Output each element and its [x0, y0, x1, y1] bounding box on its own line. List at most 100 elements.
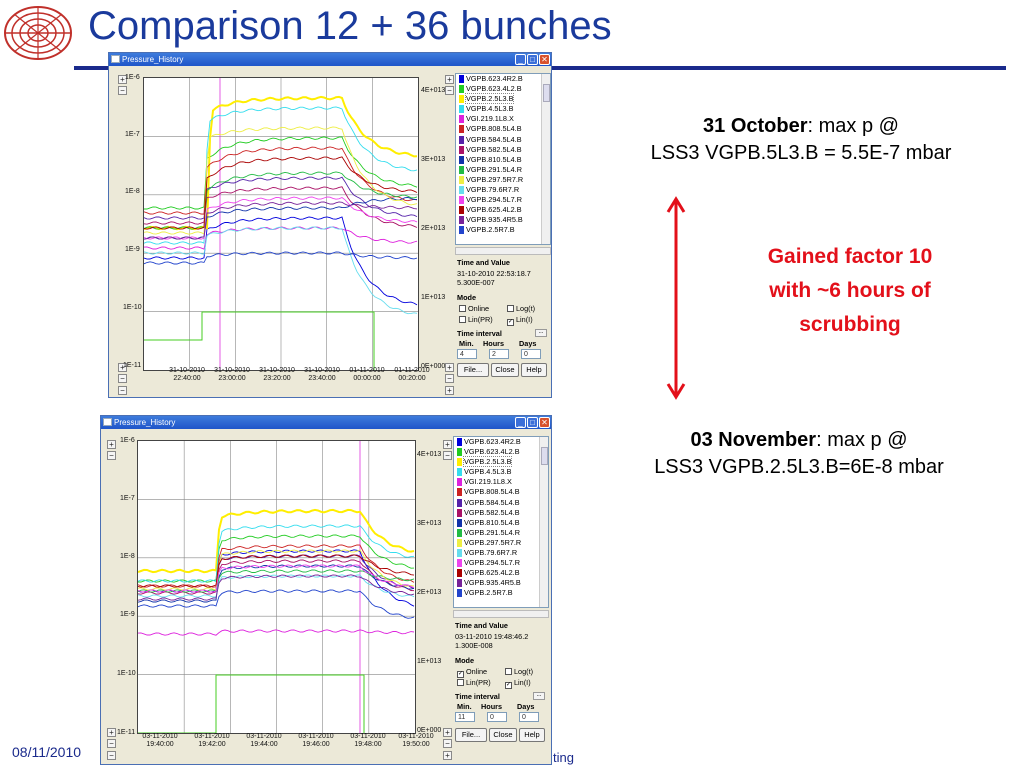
- gauge-list[interactable]: VGPB.623.4R2.B VGPB.623.4L2.B VGPB.2.5L3.B…: [455, 73, 551, 245]
- y-zoom-out-bottom-button[interactable]: −: [107, 739, 116, 748]
- close-button[interactable]: Close: [491, 363, 519, 377]
- y2-zoom-in-bottom-button[interactable]: +: [443, 728, 452, 737]
- gauge-list-item[interactable]: VGI.219.1L8.X: [456, 114, 550, 124]
- gauge-list-item[interactable]: VGPB.623.4R2.B: [454, 437, 548, 447]
- mode-online-checkbox[interactable]: ✓ Online: [457, 667, 488, 678]
- scroll-thumb[interactable]: [541, 447, 548, 465]
- pressure-trace: [138, 564, 415, 593]
- gauge-list-item[interactable]: VGPB.294.5L7.R: [456, 195, 550, 205]
- time-interval-more-button[interactable]: ...: [535, 329, 547, 337]
- gauge-list-item[interactable]: VGPB.2.5L3.B: [456, 93, 550, 105]
- mode-lini-checkbox[interactable]: ✓ Lin(I): [507, 315, 533, 326]
- horizontal-scrollbar[interactable]: [453, 610, 549, 618]
- gauge-list-item[interactable]: VGPB.2.5L3.B: [454, 456, 548, 468]
- gauge-list-item[interactable]: VGPB.584.5L4.B: [456, 135, 550, 145]
- pressure-history-window-oct[interactable]: Pressure_History _ □ ✕ + − + − + − + − 1…: [108, 52, 552, 398]
- gauge-list-item[interactable]: VGPB.935.4R5.B: [454, 578, 548, 588]
- y2-zoom-in-button[interactable]: +: [445, 75, 454, 84]
- gauge-list-item[interactable]: VGPB.810.5L4.B: [456, 155, 550, 165]
- y2-zoom-out-bottom-button[interactable]: −: [445, 374, 454, 383]
- gauge-list[interactable]: VGPB.623.4R2.B VGPB.623.4L2.B VGPB.2.5L3.B…: [453, 436, 549, 608]
- interval-days-spinner[interactable]: 0: [521, 349, 541, 359]
- x-zoom-out-button[interactable]: −: [118, 386, 127, 395]
- gauge-list-item[interactable]: VGPB.2.5R7.B: [454, 588, 548, 598]
- minimize-button[interactable]: _: [515, 54, 526, 65]
- y-zoom-in-bottom-button[interactable]: +: [107, 728, 116, 737]
- window-titlebar[interactable]: Pressure_History _ □ ✕: [109, 53, 551, 66]
- gauge-list-item[interactable]: VGPB.4.5L3.B: [454, 467, 548, 477]
- mode-lini-checkbox[interactable]: ✓ Lin(I): [505, 678, 531, 689]
- y-zoom-in-bottom-button[interactable]: +: [118, 363, 127, 372]
- scroll-thumb[interactable]: [543, 84, 550, 102]
- interval-min-spinner[interactable]: 4: [457, 349, 477, 359]
- horizontal-scrollbar[interactable]: [455, 247, 551, 255]
- gauge-list-item[interactable]: VGPB.584.5L4.B: [454, 498, 548, 508]
- gauge-list-item[interactable]: VGPB.582.5L4.B: [454, 508, 548, 518]
- pressure-plot-area[interactable]: [137, 440, 416, 734]
- interval-hours-spinner[interactable]: 0: [487, 712, 507, 722]
- mode-linpr-checkbox[interactable]: Lin(PR): [459, 315, 493, 324]
- gauge-list-item[interactable]: VGPB.2.5R7.B: [456, 225, 550, 235]
- y-zoom-out-button[interactable]: −: [107, 451, 116, 460]
- gauge-list-item[interactable]: VGPB.297.5R7.R: [454, 538, 548, 548]
- beam-intensity-trace: [144, 311, 375, 370]
- close-window-button[interactable]: ✕: [539, 54, 550, 65]
- help-button[interactable]: Help: [519, 728, 545, 742]
- y2-zoom-out-bottom-button[interactable]: −: [443, 739, 452, 748]
- gauge-list-item[interactable]: VGPB.4.5L3.B: [456, 104, 550, 114]
- window-titlebar[interactable]: Pressure_History _ □ ✕: [101, 416, 551, 429]
- pressure-plot-area[interactable]: [143, 77, 419, 371]
- y-zoom-out-button[interactable]: −: [118, 86, 127, 95]
- gauge-list-item[interactable]: VGPB.808.5L4.B: [454, 487, 548, 497]
- gauge-color-swatch: [459, 135, 464, 144]
- y2-zoom-out-button[interactable]: −: [445, 86, 454, 95]
- gauge-list-item[interactable]: VGPB.297.5R7.R: [456, 175, 550, 185]
- gauge-list-item[interactable]: VGPB.291.5L4.R: [454, 528, 548, 538]
- maximize-button[interactable]: □: [527, 417, 538, 428]
- x-zoom-in-button[interactable]: +: [443, 751, 452, 760]
- gauge-list-item[interactable]: VGPB.625.4L2.B: [456, 205, 550, 215]
- mode-linpr-checkbox[interactable]: Lin(PR): [457, 678, 491, 687]
- mode-online-checkbox[interactable]: Online: [459, 304, 489, 313]
- minimize-button[interactable]: _: [515, 417, 526, 428]
- y-zoom-in-button[interactable]: +: [107, 440, 116, 449]
- time-interval-more-button[interactable]: ...: [533, 692, 545, 700]
- gauge-list-item[interactable]: VGPB.623.4L2.B: [456, 84, 550, 94]
- x-zoom-in-button[interactable]: +: [445, 386, 454, 395]
- interval-days-spinner[interactable]: 0: [519, 712, 539, 722]
- x-zoom-out-button[interactable]: −: [107, 751, 116, 760]
- close-window-button[interactable]: ✕: [539, 417, 550, 428]
- gauge-list-item[interactable]: VGI.219.1L8.X: [454, 477, 548, 487]
- file-button[interactable]: File...: [455, 728, 487, 742]
- mode-logt-checkbox[interactable]: Log(t): [505, 667, 533, 676]
- gauge-list-scrollbar[interactable]: [539, 437, 548, 607]
- gauge-list-item[interactable]: VGPB.623.4L2.B: [454, 447, 548, 457]
- gauge-name: VGPB.810.5L4.B: [466, 154, 522, 164]
- gauge-list-item[interactable]: VGPB.623.4R2.B: [456, 74, 550, 84]
- gauge-list-item[interactable]: VGPB.291.5L4.R: [456, 165, 550, 175]
- interval-hours-spinner[interactable]: 2: [489, 349, 509, 359]
- gauge-list-item[interactable]: VGPB.294.5L7.R: [454, 558, 548, 568]
- gauge-list-item[interactable]: VGPB.582.5L4.B: [456, 145, 550, 155]
- gauge-color-swatch: [457, 518, 462, 527]
- help-button[interactable]: Help: [521, 363, 547, 377]
- gauge-list-item[interactable]: VGPB.79.6R7.R: [456, 185, 550, 195]
- interval-min-spinner[interactable]: 11: [455, 712, 475, 722]
- gauge-list-item[interactable]: VGPB.808.5L4.B: [456, 124, 550, 134]
- gauge-list-scrollbar[interactable]: [541, 74, 550, 244]
- mode-logt-checkbox[interactable]: Log(t): [507, 304, 535, 313]
- pressure-history-window-nov[interactable]: Pressure_History _ □ ✕ + − + − + − + − 1…: [100, 415, 552, 765]
- y-zoom-in-button[interactable]: +: [118, 75, 127, 84]
- maximize-button[interactable]: □: [527, 54, 538, 65]
- y2-zoom-in-button[interactable]: +: [443, 440, 452, 449]
- y2-tick-label: 0E+000: [417, 727, 442, 734]
- y2-zoom-in-bottom-button[interactable]: +: [445, 363, 454, 372]
- file-button[interactable]: File...: [457, 363, 489, 377]
- gauge-list-item[interactable]: VGPB.935.4R5.B: [456, 215, 550, 225]
- gauge-list-item[interactable]: VGPB.625.4L2.B: [454, 568, 548, 578]
- gauge-list-item[interactable]: VGPB.79.6R7.R: [454, 548, 548, 558]
- y-zoom-out-bottom-button[interactable]: −: [118, 374, 127, 383]
- close-button[interactable]: Close: [489, 728, 517, 742]
- y2-zoom-out-button[interactable]: −: [443, 451, 452, 460]
- gauge-list-item[interactable]: VGPB.810.5L4.B: [454, 518, 548, 528]
